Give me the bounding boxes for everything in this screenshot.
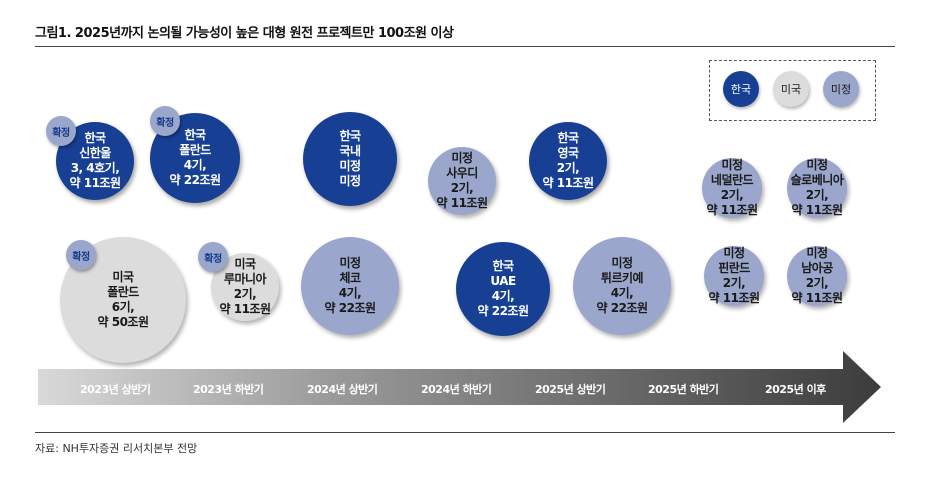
project-line: 미국: [234, 257, 256, 271]
project-line: 약 11조원: [706, 203, 759, 217]
project-line: 약 11조원: [69, 176, 122, 190]
project-line: 4기,: [183, 158, 207, 172]
project-line: 2기,: [805, 188, 829, 202]
project-line: 미국: [112, 270, 134, 284]
project-line: 신한울: [79, 146, 111, 160]
project-line: 폴란드: [179, 143, 211, 157]
project-line: 한국: [492, 259, 514, 273]
legend: 한국 미국 미정: [709, 60, 876, 121]
project-line: 약 11조원: [436, 196, 489, 210]
confirmed-badge: 확정: [150, 106, 180, 136]
project-undecided-netherlands: 미정 네덜란드 2기, 약 11조원: [702, 158, 762, 218]
project-line: 영국: [557, 146, 579, 160]
project-line: 약 11조원: [219, 302, 272, 316]
legend-undecided: 미정: [823, 71, 859, 107]
timeline-label: 2024년 상반기: [307, 383, 378, 396]
project-line: 미정: [339, 174, 361, 188]
project-line: 한국: [184, 128, 206, 142]
timeline-label: 2024년 하반기: [421, 383, 492, 396]
project-line: 미정: [451, 151, 473, 165]
project-line: 2기,: [450, 181, 474, 195]
project-line: 4기,: [338, 286, 362, 300]
project-line: 미정: [806, 246, 828, 260]
figure-title: 그림1. 2025년까지 논의될 가능성이 높은 대형 원전 프로젝트만 100…: [35, 26, 454, 41]
project-line: 폴란드: [107, 285, 139, 299]
project-line: 6기,: [111, 300, 135, 314]
project-line: 미정: [723, 246, 745, 260]
project-line: 네덜란드: [710, 173, 754, 187]
source-note: 자료: NH투자증권 리서치본부 전망: [35, 442, 198, 455]
project-line: 약 22조원: [324, 301, 377, 315]
project-line: 국내: [339, 144, 361, 158]
project-line: 한국: [84, 131, 106, 145]
project-korea-uk: 한국 영국 2기, 약 11조원: [529, 122, 607, 200]
project-line: 약 22조원: [596, 301, 649, 315]
project-line: 2기,: [720, 188, 744, 202]
project-line: 체코: [339, 271, 361, 285]
project-line: 사우디: [446, 166, 478, 180]
project-line: 미정: [806, 158, 828, 172]
project-line: 한국: [557, 131, 579, 145]
legend-usa: 미국: [773, 71, 809, 107]
project-undecided-saudi: 미정 사우디 2기, 약 11조원: [428, 147, 496, 215]
project-line: 2기,: [722, 276, 746, 290]
project-undecided-finland: 미정 핀란드 2기, 약 11조원: [704, 246, 764, 306]
project-line: 미정: [339, 256, 361, 270]
confirmed-badge: 확정: [66, 240, 96, 270]
project-line: 튀르키예: [600, 271, 644, 285]
project-line: 미정: [721, 158, 743, 172]
project-line: 2기,: [233, 287, 257, 301]
timeline-arrow: [38, 351, 881, 423]
project-undecided-slovenia: 미정 슬로베니아 2기, 약 11조원: [787, 158, 847, 218]
timeline-label: 2025년 상반기: [535, 383, 606, 396]
project-line: 미정: [339, 159, 361, 173]
project-line: 3, 4호기,: [70, 161, 120, 175]
project-line: 2기,: [805, 276, 829, 290]
project-line: 약 50조원: [97, 315, 150, 329]
top-rule: [35, 46, 895, 47]
project-line: 4기,: [610, 286, 634, 300]
timeline-label: 2023년 하반기: [193, 383, 264, 396]
project-line: UAE: [490, 274, 516, 288]
project-line: 4기,: [491, 289, 515, 303]
project-line: 2기,: [556, 161, 580, 175]
project-line: 루마니아: [223, 272, 267, 286]
project-line: 약 11조원: [542, 176, 595, 190]
legend-korea: 한국: [723, 71, 759, 107]
project-undecided-czech: 미정 체코 4기, 약 22조원: [301, 237, 399, 335]
project-line: 슬로베니아: [790, 173, 844, 187]
project-korea-uae: 한국 UAE 4기, 약 22조원: [456, 242, 550, 336]
project-line: 약 11조원: [791, 291, 844, 305]
project-line: 핀란드: [718, 261, 750, 275]
project-line: 미정: [611, 256, 633, 270]
project-line: 약 22조원: [169, 173, 222, 187]
timeline-label: 2025년 하반기: [648, 383, 719, 396]
project-undecided-turkiye: 미정 튀르키예 4기, 약 22조원: [573, 237, 671, 335]
timeline-label: 2025년 이후: [765, 383, 826, 396]
project-line: 남아공: [801, 261, 833, 275]
project-line: 약 11조원: [708, 291, 761, 305]
confirmed-badge: 확정: [198, 242, 228, 272]
timeline-label: 2023년 상반기: [80, 383, 151, 396]
confirmed-badge: 확정: [46, 116, 76, 146]
bottom-rule: [35, 432, 895, 433]
project-undecided-south-africa: 미정 남아공 2기, 약 11조원: [787, 246, 847, 306]
project-line: 약 11조원: [791, 203, 844, 217]
project-line: 약 22조원: [477, 304, 530, 318]
project-line: 한국: [339, 129, 361, 143]
project-korea-domestic: 한국 국내 미정 미정: [303, 112, 397, 206]
